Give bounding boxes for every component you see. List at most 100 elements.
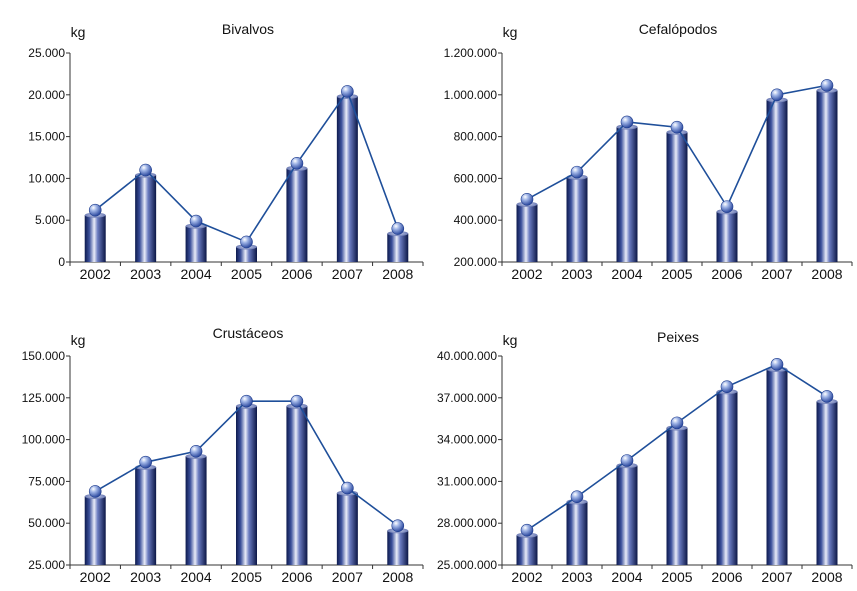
- bar: [336, 490, 358, 565]
- x-tick-label: 2005: [661, 569, 692, 585]
- bar: [286, 403, 308, 565]
- x-tick-label: 2007: [761, 266, 792, 282]
- bar-body: [516, 204, 538, 262]
- y-tick-label: 800.000: [454, 130, 498, 144]
- data-point: [720, 200, 734, 213]
- chart-title: Cefalópodos: [639, 21, 718, 37]
- bar-body: [616, 465, 638, 565]
- x-tick-label: 2002: [511, 569, 542, 585]
- data-point: [88, 485, 102, 498]
- x-tick-label: 2002: [80, 569, 111, 585]
- y-axis-unit-label: kg: [503, 24, 518, 40]
- y-tick-label: 34.000.000: [437, 433, 497, 447]
- data-point: [341, 481, 354, 495]
- bar: [236, 403, 257, 565]
- bar-body: [616, 126, 638, 262]
- bar: [766, 97, 788, 262]
- data-point: [391, 519, 405, 533]
- data-point: [189, 214, 203, 228]
- x-tick-label: 2008: [382, 569, 413, 585]
- data-point: [240, 394, 253, 408]
- bar-body: [286, 168, 308, 262]
- data-point: [139, 163, 152, 177]
- x-tick-label: 2008: [811, 266, 842, 282]
- bar: [766, 366, 788, 565]
- bar-body: [286, 406, 308, 565]
- data-point: [770, 358, 784, 371]
- y-tick-label: 20.000: [28, 88, 65, 102]
- y-tick-label: 28.000.000: [437, 516, 497, 530]
- bar-body: [516, 535, 538, 565]
- data-point: [520, 193, 534, 206]
- y-tick-label: 0: [58, 255, 65, 269]
- bar-body: [566, 177, 588, 262]
- x-tick-label: 2003: [561, 569, 592, 585]
- bar: [387, 230, 409, 262]
- x-tick-label: 2005: [231, 266, 262, 282]
- x-tick-label: 2003: [130, 569, 161, 585]
- y-tick-label: 25.000: [28, 558, 65, 572]
- y-axis-unit-label: kg: [71, 24, 86, 40]
- y-tick-label: 50.000: [28, 516, 65, 530]
- data-point: [620, 454, 634, 467]
- y-tick-label: 1.000.000: [444, 88, 498, 102]
- bar: [135, 172, 157, 262]
- x-tick-label: 2002: [511, 266, 542, 282]
- data-point: [670, 120, 684, 134]
- bar: [616, 462, 638, 565]
- bar: [286, 165, 308, 262]
- chart-3: Peixes kg 25.000.000 28.000.000 31.000.000 34…: [437, 329, 853, 585]
- x-tick-label: 2004: [611, 266, 642, 282]
- data-point: [670, 416, 684, 430]
- data-point: [290, 157, 304, 170]
- bar: [135, 464, 157, 565]
- y-tick-label: 25.000.000: [437, 558, 497, 572]
- bar-body: [236, 246, 257, 262]
- x-tick-label: 2003: [561, 266, 592, 282]
- x-tick-label: 2005: [661, 266, 692, 282]
- x-tick-label: 2006: [281, 569, 312, 585]
- chart-title: Crustáceos: [213, 325, 284, 341]
- y-tick-label: 75.000: [28, 474, 65, 488]
- bar-body: [716, 391, 738, 565]
- data-point: [770, 88, 784, 102]
- y-tick-label: 5.000: [35, 213, 65, 227]
- y-axis-unit-label: kg: [503, 332, 518, 348]
- chart-1: Cefalópodos kg 200.000 400.000 600.000 800.00…: [444, 21, 853, 282]
- x-tick-label: 2004: [180, 569, 211, 585]
- x-tick-label: 2008: [811, 569, 842, 585]
- bar-body: [816, 90, 838, 263]
- data-point: [570, 165, 584, 179]
- y-tick-label: 31.000.000: [437, 474, 497, 488]
- y-tick-label: 37.000.000: [437, 391, 497, 405]
- bar: [185, 453, 207, 565]
- y-tick-label: 40.000.000: [437, 349, 497, 363]
- data-point: [820, 79, 834, 92]
- x-tick-label: 2008: [382, 266, 413, 282]
- bar-body: [666, 132, 688, 262]
- x-tick-label: 2005: [231, 569, 262, 585]
- x-tick-label: 2006: [711, 266, 742, 282]
- bar: [516, 201, 538, 262]
- bar-body: [135, 467, 157, 565]
- x-tick-label: 2002: [80, 266, 111, 282]
- y-tick-label: 150.000: [22, 349, 66, 363]
- data-point: [139, 455, 152, 469]
- bar: [336, 93, 358, 263]
- bar: [716, 389, 738, 565]
- bar-body: [84, 215, 106, 262]
- data-point: [620, 115, 634, 129]
- bar-body: [387, 530, 409, 565]
- data-point: [520, 523, 534, 537]
- x-tick-label: 2007: [332, 266, 363, 282]
- x-tick-label: 2003: [130, 266, 161, 282]
- chart-2: Crustáceos kg 25.000 50.000 75.000 100.000 125…: [22, 325, 424, 585]
- data-point: [189, 445, 203, 458]
- bar: [566, 174, 588, 262]
- bar-body: [566, 501, 588, 565]
- bar: [185, 223, 207, 262]
- bar-body: [766, 99, 788, 262]
- bar-body: [336, 493, 358, 565]
- bar-body: [666, 427, 688, 565]
- bar-body: [816, 401, 838, 565]
